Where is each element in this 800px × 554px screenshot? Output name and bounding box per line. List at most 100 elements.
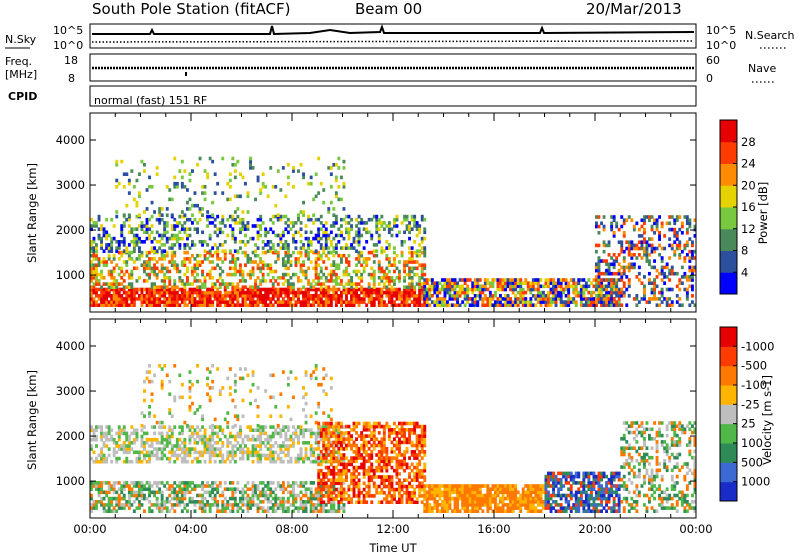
echo-cell [163,447,167,451]
echo-cell [355,294,358,298]
echo-cell [653,231,656,235]
echo-cell [387,257,391,261]
echo-cell [660,224,664,229]
echo-cell [127,437,131,442]
echo-cell [155,300,159,304]
echo-cell [441,284,444,289]
echo-cell [329,376,333,381]
echo-cell [317,487,321,491]
echo-cell [481,300,485,304]
echo-cell [279,303,283,307]
echo-cell [418,300,422,304]
echo-cell [375,230,379,235]
echo-cell [216,279,220,283]
echo-cell [188,500,192,504]
echo-cell [451,287,454,292]
echo-cell [357,276,361,280]
echo-cell [317,440,321,445]
echo-cell [329,224,333,228]
echo-cell [360,253,364,258]
echo-cell [226,294,230,298]
echo-cell [650,215,654,219]
echo-cell [170,434,174,439]
echo-cell [673,271,677,276]
echo-cell [264,230,268,235]
echo-cell [567,281,571,285]
echo-cell [418,263,422,267]
echo-cell [208,450,212,455]
echo-cell [377,282,381,286]
echo-cell [160,425,164,429]
echo-cell [443,297,447,301]
echo-cell [251,236,255,241]
echo-cell [140,459,144,464]
echo-cell [165,253,169,258]
echo-cell [504,281,507,285]
echo-cell [294,272,298,277]
echo-cell [175,181,179,186]
echo-cell [153,414,156,418]
echo-cell [643,297,646,301]
echo-cell [211,221,215,225]
echo-cell [332,503,336,507]
echo-cell [319,434,323,438]
echo-cell [266,453,270,458]
echo-cell [387,263,391,267]
echo-cell [125,300,129,304]
echo-cell [286,425,290,429]
echo-cell [286,303,290,307]
echo-cell [175,300,179,304]
echo-cell [461,300,465,304]
echo-cell [337,509,341,513]
echo-cell [453,297,457,301]
echo-cell [691,284,694,289]
echo-cell [352,303,356,307]
echo-cell [307,300,310,304]
echo-cell [211,300,215,304]
echo-cell [620,249,624,254]
echo-cell [203,434,207,439]
echo-cell [148,250,151,255]
echo-cell [519,297,523,301]
echo-cell [360,276,364,280]
echo-cell [332,491,336,495]
echo-cell [314,506,318,510]
echo-cell [198,503,202,507]
echo-cell [357,487,361,492]
echo-cell [653,221,656,226]
echo-cell [627,246,631,251]
echo-cell [605,278,608,282]
echo-cell [105,287,109,292]
echo-cell [294,431,298,436]
echo-cell [610,227,614,232]
echo-cell [256,178,260,183]
echo-cell [289,434,293,439]
echo-cell [203,506,207,510]
y-tick-label: 2000 [56,223,85,237]
echo-cell [297,250,300,255]
echo-cell [261,287,265,292]
echo-cell [271,214,275,219]
echo-cell [347,287,351,292]
echo-cell [562,300,566,304]
echo-cell [309,376,313,381]
echo-cell [304,373,308,378]
echo-cell [276,276,280,280]
echo-cell [340,497,343,501]
echo-cell [337,437,341,441]
echo-cell [163,290,167,295]
echo-cell [231,266,235,271]
echo-cell [350,446,353,451]
echo-cell [155,437,159,442]
echo-cell [163,257,167,261]
echo-cell [567,303,571,307]
echo-cell [307,240,310,244]
echo-cell [206,243,209,247]
echo-cell [158,441,162,445]
echo-cell [317,484,321,489]
echo-cell [494,278,497,282]
echo-cell [249,276,252,280]
echo-cell [138,224,141,228]
echo-cell [632,297,636,301]
